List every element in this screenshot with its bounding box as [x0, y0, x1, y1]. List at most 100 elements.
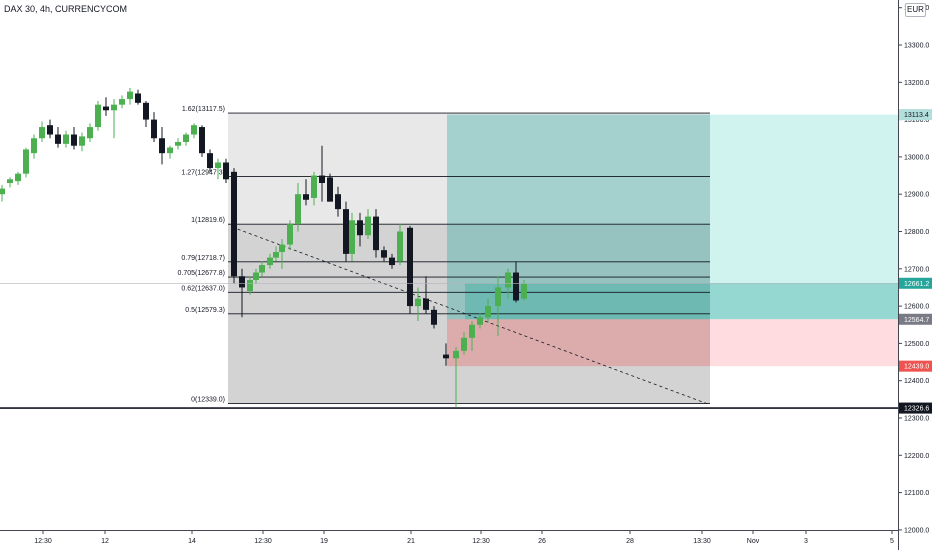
candle-bearish[interactable] [103, 97, 109, 116]
symbol-title[interactable]: DAX 30, 4h, CURRENCYCOM [4, 4, 128, 14]
candle-bearish[interactable] [381, 246, 387, 262]
time-scale[interactable]: 12:30 12 14 12:30 19 21 12:30 26 28 13:30 Nov 3 5 [0, 531, 898, 550]
price-tick-label: 13200.0 [904, 80, 929, 87]
stop-zone[interactable] [447, 319, 710, 367]
candle-body [477, 317, 483, 325]
candle-bullish[interactable] [63, 130, 69, 148]
candle-bearish[interactable] [513, 261, 519, 303]
candle-bearish[interactable] [423, 276, 429, 314]
candle-bullish[interactable] [215, 158, 221, 180]
candle-bearish[interactable] [373, 209, 379, 258]
candle-bearish[interactable] [407, 225, 413, 314]
candle-bullish[interactable] [87, 123, 93, 142]
candle-bullish[interactable] [349, 212, 355, 262]
candle-bullish[interactable] [183, 132, 189, 146]
candle-bullish[interactable] [253, 268, 259, 284]
candle-bullish[interactable] [95, 100, 101, 131]
candle-bearish[interactable] [207, 149, 213, 172]
price-scale[interactable]: 13400.013300.013200.013100.013000.012900… [899, 0, 932, 550]
candle-body [415, 298, 421, 307]
target-price-label: 13113.4 [904, 112, 929, 119]
candle-bullish[interactable] [485, 298, 491, 323]
candle-bullish[interactable] [495, 276, 501, 336]
price-tick-label: 12900.0 [904, 192, 929, 199]
candle-bearish[interactable] [55, 127, 61, 148]
candle-bullish[interactable] [311, 171, 317, 206]
entry-price-label-bg [899, 313, 932, 325]
candle-bearish[interactable] [231, 168, 237, 284]
candle-bullish[interactable] [119, 95, 125, 109]
candle-body [407, 227, 413, 307]
entry-price-label: 12564.7 [904, 317, 929, 324]
candle-bullish[interactable] [79, 132, 85, 152]
candle-body [453, 350, 459, 359]
candle-bearish[interactable] [335, 186, 341, 217]
chart-canvas[interactable]: 1.62(13117.5) 1.27(12947.3) 1(12819.6) 0.79… [0, 0, 898, 530]
candle-bearish[interactable] [327, 173, 333, 202]
candle-bearish[interactable] [431, 306, 437, 329]
candle-bullish[interactable] [415, 287, 421, 322]
candle-body [87, 127, 93, 139]
candle-bullish[interactable] [7, 177, 13, 188]
candle-bearish[interactable] [303, 179, 309, 206]
candle-bullish[interactable] [279, 238, 285, 269]
time-axis[interactable]: 12:30 12 14 12:30 19 21 12:30 26 28 13:30 Nov 3 5 [0, 530, 898, 550]
candle-bearish[interactable] [239, 268, 245, 318]
candle-bullish[interactable] [31, 134, 37, 159]
candle-bullish[interactable] [287, 220, 293, 251]
candle-bullish[interactable] [505, 268, 511, 299]
candle-bearish[interactable] [135, 89, 141, 105]
currency-button[interactable]: EUR [905, 3, 926, 17]
price-tick-label: 12100.0 [904, 490, 929, 497]
candle-body [119, 99, 125, 105]
candle-bearish[interactable] [47, 119, 53, 139]
candle-bearish[interactable] [343, 201, 349, 262]
candle-bearish[interactable] [71, 127, 77, 150]
fib-retracement[interactable]: 1.62(13117.5) 1.27(12947.3) 1(12819.6) 0.79… [178, 106, 710, 404]
candle-bullish[interactable] [259, 261, 265, 277]
candle-bullish[interactable] [23, 147, 29, 178]
candle-bullish[interactable] [295, 183, 301, 232]
candles-layer[interactable] [0, 87, 527, 407]
hlines-layer[interactable] [0, 282, 898, 409]
candle-bearish[interactable] [151, 112, 157, 142]
candle-bullish[interactable] [15, 171, 21, 185]
candle-bearish[interactable] [199, 125, 205, 157]
candle-bearish[interactable] [223, 158, 229, 184]
candle-bearish[interactable] [443, 343, 449, 366]
candle-bullish[interactable] [397, 224, 403, 266]
candle-bullish[interactable] [0, 184, 5, 202]
chart-pane[interactable]: 1.62(13117.5) 1.27(12947.3) 1(12819.6) 0.79… [0, 0, 898, 530]
candle-bearish[interactable] [319, 145, 325, 202]
candle-bearish[interactable] [389, 253, 395, 269]
candle-bullish[interactable] [247, 276, 253, 295]
candle-bullish[interactable] [175, 138, 181, 150]
candle-bearish[interactable] [357, 212, 363, 247]
candle-bullish[interactable] [39, 121, 45, 142]
candle-body [239, 276, 245, 288]
candle-body [319, 175, 325, 184]
candle-bullish[interactable] [191, 123, 197, 139]
candle-body [47, 125, 53, 135]
time-tick-label: 12:30 [34, 538, 52, 545]
candle-bullish[interactable] [267, 253, 273, 269]
candle-bullish[interactable] [365, 209, 371, 239]
price-axis[interactable]: 13400.013300.013200.013100.013000.012900… [898, 0, 932, 550]
candle-body [311, 175, 317, 198]
price-tick-label: 12600.0 [904, 304, 929, 311]
candle-bullish[interactable] [453, 347, 459, 407]
candle-bearish[interactable] [159, 127, 165, 165]
candle-bullish[interactable] [167, 145, 173, 159]
candle-bullish[interactable] [127, 87, 133, 105]
candle-bullish[interactable] [477, 313, 483, 329]
candle-bullish[interactable] [111, 99, 117, 139]
candle-bullish[interactable] [273, 246, 279, 262]
price-tick-label: 12200.0 [904, 453, 929, 460]
candle-bullish[interactable] [469, 321, 475, 351]
target-zone[interactable] [447, 114, 710, 320]
candle-bearish[interactable] [143, 100, 149, 128]
candle-body [469, 324, 475, 338]
trendline-layer[interactable] [231, 226, 709, 405]
dashed-trendline[interactable] [231, 226, 709, 405]
candle-bullish[interactable] [461, 332, 467, 355]
